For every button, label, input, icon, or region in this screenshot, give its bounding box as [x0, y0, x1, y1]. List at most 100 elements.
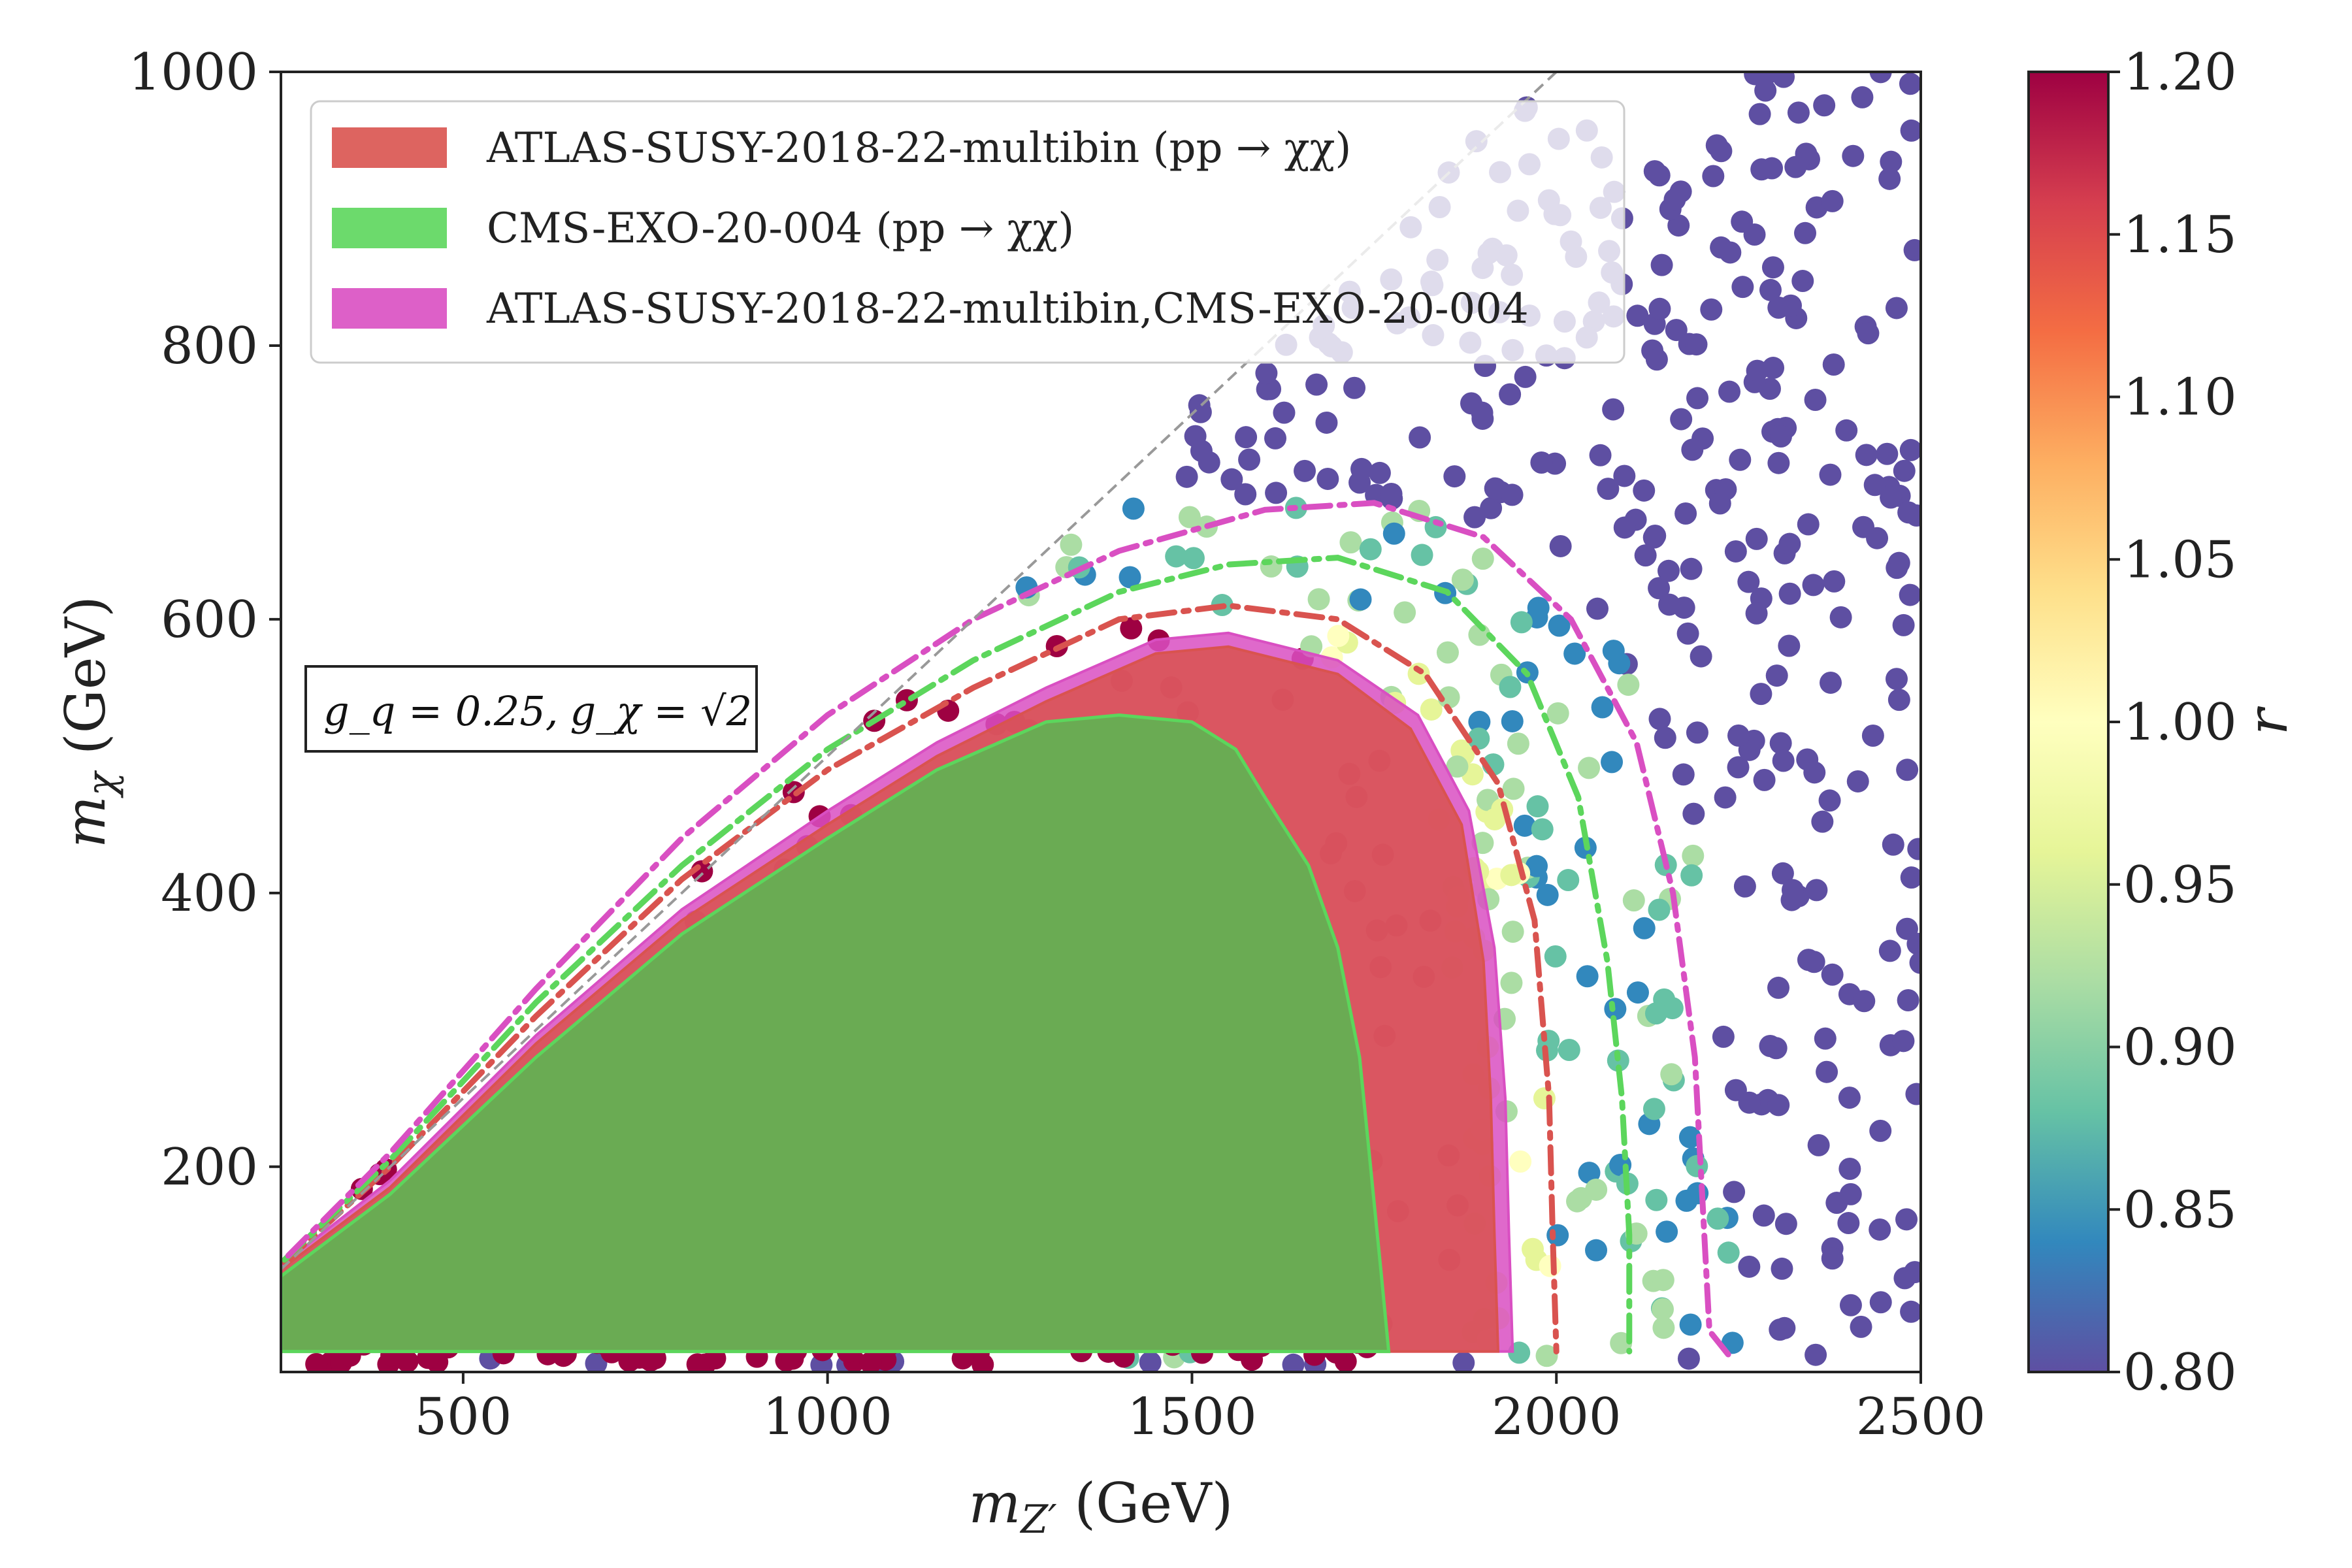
scan-point	[1658, 593, 1681, 616]
scan-point	[1821, 189, 1844, 212]
scan-point	[1663, 188, 1686, 211]
scan-point	[1602, 640, 1625, 662]
scan-point	[1349, 588, 1372, 611]
scan-point	[1677, 1347, 1700, 1370]
scan-point	[1585, 1239, 1608, 1262]
scan-point	[1869, 72, 1892, 84]
scan-point	[1851, 86, 1874, 108]
scan-point	[1794, 221, 1817, 244]
colorbar-tick-label-0.90: 0.90	[2123, 1019, 2237, 1077]
scan-point	[1178, 506, 1201, 529]
scan-point	[1558, 1038, 1580, 1061]
scan-point	[1436, 641, 1459, 664]
scan-point	[1626, 981, 1649, 1004]
colorbar-gradient	[2027, 71, 2110, 1373]
scan-point	[1805, 879, 1828, 902]
scan-point	[1597, 478, 1620, 500]
x-tick-label-1000: 1000	[762, 1388, 892, 1446]
scan-point	[1759, 1034, 1782, 1057]
scan-point	[1190, 440, 1213, 463]
scan-point	[1813, 94, 1836, 117]
scan-point	[1563, 642, 1586, 665]
scan-point	[1892, 1030, 1915, 1053]
scan-point	[1642, 1098, 1665, 1120]
scan-point	[1060, 533, 1083, 556]
scan-point	[1850, 1315, 1872, 1338]
scan-point	[585, 1352, 608, 1372]
scan-point	[1882, 833, 1904, 856]
scan-point	[1530, 451, 1553, 474]
scan-point	[1234, 483, 1257, 506]
scan-point	[1500, 972, 1523, 994]
scan-point	[1539, 1254, 1561, 1277]
legend-swatch-combined	[332, 288, 447, 329]
scan-point	[1816, 1060, 1838, 1083]
scan-point	[1839, 1183, 1862, 1205]
scan-point	[1899, 583, 1921, 606]
scan-point	[1589, 444, 1612, 466]
scan-point	[1648, 164, 1671, 187]
scan-point	[1548, 614, 1571, 637]
scan-point	[1648, 898, 1671, 921]
scan-point	[1729, 448, 1752, 471]
scan-point	[1549, 534, 1572, 557]
y-axis: 200 400 600 800 1000	[128, 43, 281, 1197]
scan-point	[1765, 664, 1788, 687]
scan-point	[1771, 862, 1794, 885]
scan-point	[1585, 1178, 1608, 1201]
colorbar-tick-label-0.95: 0.95	[2123, 856, 2237, 915]
region-overlap	[281, 713, 1391, 1354]
colorbar: 0.80 0.85 0.90 0.95 1.00 1.05 1.10 1.15 1.20 r	[2027, 43, 2300, 1402]
scan-point	[1502, 777, 1525, 800]
scan-point	[1738, 1091, 1761, 1114]
scan-point	[1885, 297, 1908, 319]
scan-point	[1899, 438, 1921, 461]
scan-point	[1797, 513, 1820, 536]
scan-point	[1617, 674, 1640, 696]
scan-point	[1838, 1086, 1861, 1109]
scan-point	[1305, 373, 1328, 396]
scan-point	[1900, 1300, 1921, 1323]
scan-point	[1780, 294, 1803, 317]
scan-point	[1501, 921, 1524, 943]
colorbar-tick-label-1.00: 1.00	[2123, 693, 2237, 752]
scan-point	[1907, 838, 1921, 860]
scan-point	[1714, 786, 1737, 809]
scan-point	[1761, 256, 1784, 279]
scan-point	[1803, 951, 1825, 973]
scan-point	[1678, 1126, 1701, 1149]
scan-point	[1727, 756, 1750, 779]
scan-point	[1903, 238, 1921, 261]
contour-expected-combined	[285, 500, 1735, 1362]
colorbar-tick-label-1.20: 1.20	[2123, 43, 2237, 102]
scan-point	[1846, 770, 1869, 792]
x-tick-label-1500: 1500	[1127, 1388, 1257, 1446]
scan-point	[1238, 448, 1261, 471]
scan-point	[1905, 1083, 1921, 1105]
scan-point	[1557, 869, 1580, 892]
scan-point	[1866, 527, 1889, 549]
scan-point	[1745, 602, 1768, 625]
colorbar-tick-label-1.10: 1.10	[2123, 368, 2237, 427]
scan-point	[1644, 1002, 1667, 1025]
scan-point	[1578, 757, 1601, 779]
scan-point	[1645, 1188, 1668, 1211]
scan-point	[1350, 457, 1373, 480]
contour-expected-cms	[282, 555, 1633, 1355]
scan-point	[1887, 689, 1910, 711]
scan-point	[1820, 671, 1842, 694]
scan-point	[1189, 400, 1212, 423]
scan-point	[1745, 527, 1768, 550]
plot-frame	[280, 71, 1922, 1373]
scan-point	[1880, 150, 1903, 173]
scan-point	[1182, 547, 1205, 570]
scan-point	[1686, 1154, 1708, 1177]
scan-point	[1829, 606, 1852, 629]
scan-point-edge	[972, 1353, 994, 1372]
scan-point	[1893, 1267, 1916, 1290]
scan-point	[1686, 721, 1708, 744]
scan-point	[1738, 1255, 1761, 1278]
scan-point	[1409, 426, 1431, 449]
scan-point	[1685, 333, 1708, 356]
contour-expected-atlas	[282, 602, 1560, 1355]
